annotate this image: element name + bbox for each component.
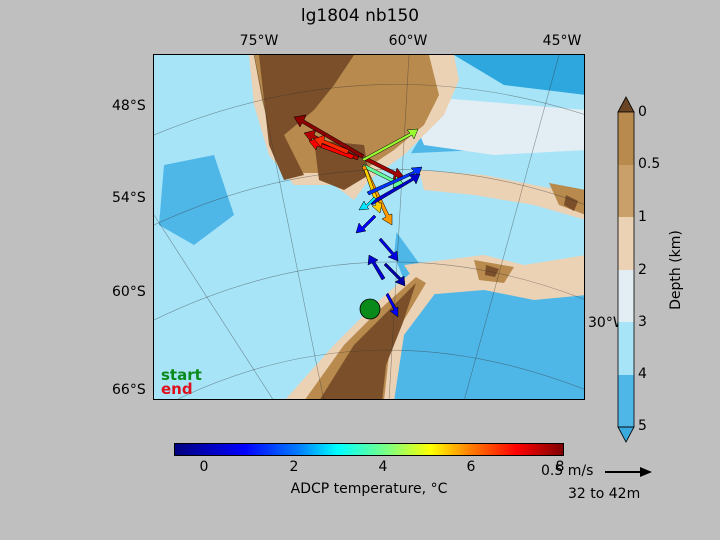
vector-arrow	[355, 214, 377, 234]
depth-colorbar-frame	[617, 111, 635, 428]
bathymetry-map	[154, 55, 584, 399]
temp-tick: 2	[289, 459, 299, 475]
graticule-66s	[177, 349, 584, 399]
scale-arrow-label: 0.5 m/s	[541, 463, 594, 479]
deep-patch-1	[159, 155, 234, 245]
vector-arrow	[363, 156, 405, 181]
depth-colorbar-top-arrow	[617, 96, 635, 113]
depth-colorbar	[617, 96, 635, 443]
lon-label-75w: 75°W	[239, 33, 279, 49]
lon-label-60w: 60°W	[388, 33, 428, 49]
depth-tick: 5	[638, 418, 647, 434]
vector-arrow	[361, 128, 419, 162]
vector-arrow	[358, 196, 377, 211]
depth-tick: 1	[638, 209, 647, 225]
temperature-colorbar-title: ADCP temperature, °C	[290, 481, 448, 497]
depth-colorbar-bottom-arrow	[617, 426, 635, 443]
depth-band-4	[618, 375, 634, 427]
vector-arrow	[383, 262, 406, 287]
north-scotia-ridge	[419, 170, 584, 220]
depth-tick: 0	[638, 104, 647, 120]
vector-arrow	[313, 134, 350, 155]
temp-tick: 6	[466, 459, 476, 475]
deep-patch-3	[444, 270, 584, 399]
graticule-45w	[464, 55, 560, 399]
lat-label-60s: 60°S	[112, 284, 146, 300]
depth-band-0	[618, 112, 634, 165]
lat-label-54s: 54°S	[112, 190, 146, 206]
lat-label-66s: 66°S	[112, 382, 146, 398]
temp-tick: 8	[555, 459, 565, 475]
depth-band-2	[618, 270, 634, 322]
temperature-colorbar	[174, 443, 564, 456]
ocean-depth-4km-west	[154, 55, 344, 399]
plot-title: lg1804 nb150	[300, 6, 420, 26]
temp-tick: 4	[378, 459, 388, 475]
current-vectors	[293, 114, 423, 318]
legend-end: end	[161, 380, 193, 398]
vector-arrow	[367, 254, 386, 281]
depth-tick: 2	[638, 262, 647, 278]
depth-tick: 0.5	[638, 156, 661, 172]
graticule-48s	[154, 84, 584, 136]
depth-band-1	[618, 217, 634, 270]
orkney-islands	[485, 265, 499, 277]
vector-arrow	[293, 114, 365, 159]
depth-band-3	[618, 322, 634, 375]
south-georgia-island	[564, 195, 578, 211]
start-marker	[359, 298, 381, 320]
legend-start: start	[161, 366, 202, 384]
lon-label-30w: 30°W	[588, 315, 627, 331]
temp-tick: 0	[199, 459, 209, 475]
vector-arrow	[369, 173, 421, 206]
depth-tick: 3	[638, 314, 647, 330]
map-area	[153, 54, 585, 400]
graticule-60w	[388, 55, 410, 399]
lon-label-45w: 45°W	[542, 33, 582, 49]
graticule-75w	[253, 55, 324, 399]
south-america-land	[259, 55, 354, 180]
vector-arrow	[366, 166, 423, 196]
graticule-90w	[154, 214, 274, 399]
depth-range-label: 32 to 42m	[568, 486, 641, 502]
scale-arrow-shape	[605, 467, 652, 477]
depth-colorbar-title: Depth (km)	[668, 230, 684, 310]
deep-patch-2	[454, 55, 584, 95]
shelf-3km	[404, 95, 584, 155]
depth-band-0.5	[618, 165, 634, 217]
lat-label-48s: 48°S	[112, 98, 146, 114]
scale-arrow-icon	[605, 467, 652, 477]
depth-tick: 4	[638, 366, 647, 382]
vector-arrow	[385, 292, 399, 318]
vector-arrow	[378, 237, 399, 262]
